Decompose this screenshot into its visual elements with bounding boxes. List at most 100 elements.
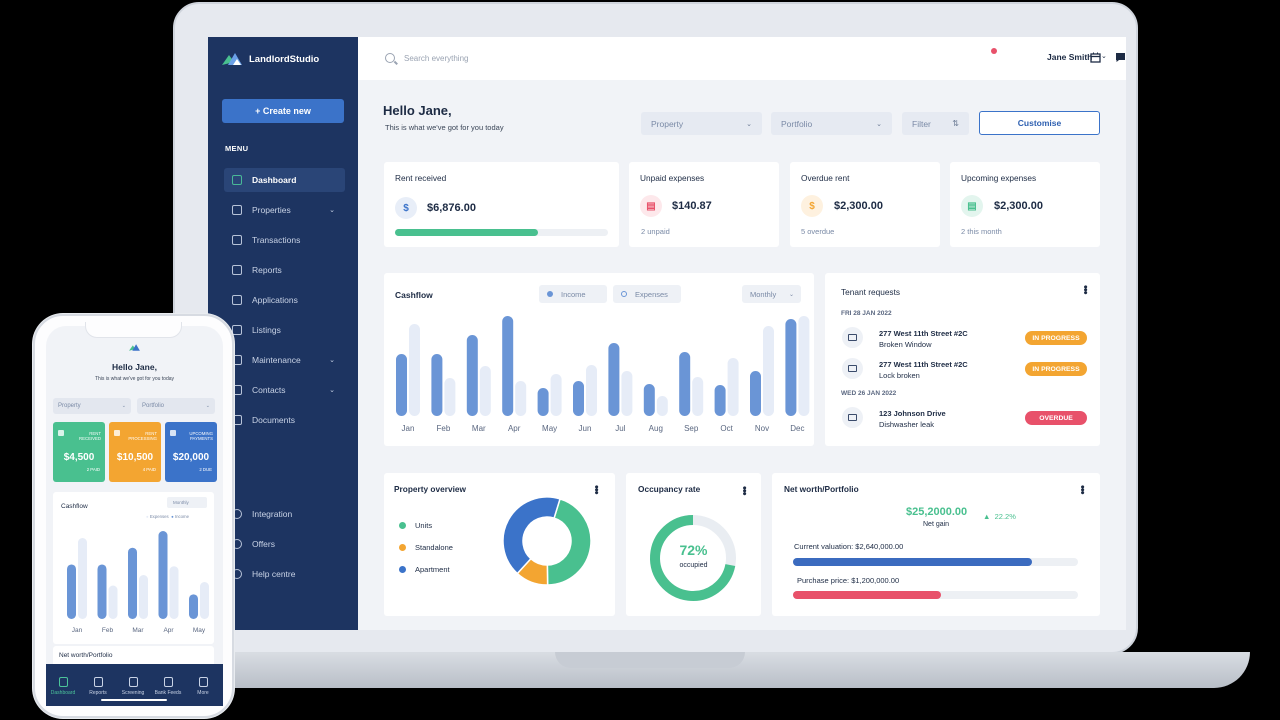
sidebar-item-label: Integration — [252, 509, 293, 519]
phone-portfolio-select[interactable]: Portfolio ⌄ — [137, 398, 215, 414]
phone-period-select[interactable]: Monthly — [167, 497, 207, 508]
sidebar-item-properties[interactable]: Properties ⌄ — [224, 198, 345, 222]
dot-icon: ● — [171, 514, 174, 519]
dot-icon — [399, 544, 406, 551]
calendar-icon[interactable] — [1090, 52, 1101, 63]
chevron-down-icon: ⌄ — [876, 120, 882, 128]
status-badge: IN PROGRESS — [1025, 331, 1087, 345]
bar-expenses-jan — [409, 324, 420, 416]
request-address[interactable]: 123 Johnson Drive — [879, 409, 946, 418]
bar-expenses-apr — [515, 381, 527, 416]
upcoming-expenses-card[interactable]: Upcoming expenses ▤ $2,300.00 2 this mon… — [950, 162, 1100, 247]
phone-tab-bank-feeds[interactable]: Bank Feeds — [153, 677, 183, 696]
sidebar-item-integration[interactable]: Integration — [224, 502, 345, 526]
period-select[interactable]: Monthly ⌄ — [742, 285, 801, 303]
sidebar-item-reports[interactable]: Reports — [224, 258, 345, 282]
sidebar-item-dashboard[interactable]: Dashboard — [224, 168, 345, 192]
phone-tab-screening[interactable]: Screening — [118, 677, 148, 696]
phone-tile-2[interactable]: UPCOMING PAYMENTS $20,000 2 DUE — [165, 422, 217, 482]
more-options-icon[interactable]: ••• — [590, 485, 602, 494]
rent-received-card[interactable]: Rent received $ $6,876.00 — [384, 162, 619, 247]
cashflow-card: Cashflow Income Expenses Monthly ⌄ Jan Feb… — [384, 273, 814, 446]
phone-tile-0[interactable]: RENT RECEIVED $4,500 2 PAID — [53, 422, 105, 482]
sidebar-item-listings[interactable]: Listings — [224, 318, 345, 342]
tile-icon — [58, 430, 64, 436]
dashboard-screen: LandlordStudio + Create new MENU Dashboa… — [208, 37, 1126, 630]
phone-notch — [85, 322, 182, 338]
phone-tab-dashboard[interactable]: Dashboard — [48, 677, 78, 696]
reports-icon — [232, 265, 242, 275]
chevron-down-icon[interactable]: ⌄ — [1101, 53, 1107, 60]
create-new-button[interactable]: + Create new — [222, 99, 344, 123]
sidebar-item-offers[interactable]: Offers — [224, 532, 345, 556]
unpaid-expenses-amount: $140.87 — [672, 200, 712, 212]
bar-income-may — [537, 388, 549, 416]
sidebar-item-contacts[interactable]: Contacts ⌄ — [224, 378, 345, 402]
dot-icon — [399, 522, 406, 529]
coin-icon: $ — [801, 195, 823, 217]
request-date-label: FRI 28 JAN 2022 — [841, 310, 892, 317]
occupancy-value: 72% — [679, 542, 708, 558]
request-address[interactable]: 277 West 11th Street #2C — [879, 360, 968, 369]
x-tick-label: Apr — [508, 424, 521, 433]
x-tick-label: Jun — [579, 424, 592, 433]
sidebar-item-transactions[interactable]: Transactions — [224, 228, 345, 252]
sidebar-item-label: Documents — [252, 415, 295, 425]
purchase-price-fill — [793, 591, 942, 599]
phone-tab-reports[interactable]: Reports — [83, 677, 113, 696]
request-address[interactable]: 277 West 11th Street #2C — [879, 329, 968, 338]
x-tick-label: Oct — [720, 424, 733, 433]
bar-income-jul — [608, 343, 620, 416]
x-tick-label: May — [542, 424, 557, 433]
sidebar-item-help-centre[interactable]: Help centre — [224, 562, 345, 586]
brand-logo[interactable]: LandlordStudio — [222, 51, 319, 67]
current-valuation-fill — [793, 558, 1033, 566]
phone-property-select[interactable]: Property ⌄ — [53, 398, 131, 414]
unpaid-expenses-card[interactable]: Unpaid expenses ▤ $140.87 2 unpaid — [629, 162, 779, 247]
legend-income[interactable]: Income — [539, 285, 607, 303]
x-tick-label: Apr — [163, 627, 174, 634]
legend-label: Units — [415, 521, 433, 530]
more-options-icon[interactable]: ••• — [738, 486, 750, 495]
search-input[interactable] — [404, 50, 604, 66]
receipt-icon: ▤ — [640, 195, 662, 217]
tab-label: Reports — [89, 690, 107, 696]
purchase-price-bar — [793, 591, 1078, 599]
phone-tile-1[interactable]: RENT PROCESSING $10,500 4 PAID — [109, 422, 161, 482]
unpaid-count: 2 unpaid — [641, 227, 670, 236]
x-tick-label: Nov — [755, 424, 769, 433]
bar-expenses-aug — [656, 396, 668, 416]
phone-screen: Hello Jane, This is what we've got for y… — [46, 326, 223, 706]
dollar-icon: $ — [395, 197, 417, 219]
property-select[interactable]: Property ⌄ — [641, 112, 762, 135]
customise-button[interactable]: Customise — [979, 111, 1100, 135]
laptop-notch — [555, 652, 745, 668]
triangle-up-icon: ▲ — [983, 512, 991, 521]
occupancy-ring-fill — [650, 515, 736, 601]
phone-cashflow-title: Cashflow — [61, 503, 88, 510]
sidebar-item-documents[interactable]: Documents — [224, 408, 345, 432]
more-options-icon[interactable]: ••• — [1076, 485, 1088, 494]
user-name[interactable]: Jane Smith — [1047, 52, 1093, 62]
overdue-rent-card[interactable]: Overdue rent $ $2,300.00 5 overdue — [790, 162, 940, 247]
bar-expenses-dec — [798, 316, 810, 416]
legend-expenses[interactable]: Expenses — [613, 285, 681, 303]
filter-button[interactable]: Filter ⇅ — [902, 112, 969, 135]
sidebar-item-label: Help centre — [252, 569, 296, 579]
card-title: Unpaid expenses — [640, 173, 705, 183]
property-select-value: Property — [651, 118, 684, 129]
sidebar-item-applications[interactable]: Applications — [224, 288, 345, 312]
portfolio-select-value: Portfolio — [781, 118, 813, 129]
chat-icon[interactable] — [1115, 52, 1126, 63]
tenant-requests-title: Tenant requests — [841, 287, 901, 297]
portfolio-select[interactable]: Portfolio ⌄ — [771, 112, 892, 135]
bar-expenses-jul — [621, 371, 633, 416]
tile-icon — [170, 430, 176, 436]
home-indicator — [101, 699, 167, 701]
request-description: Broken Window — [879, 340, 932, 349]
phone-tab-more[interactable]: More — [188, 677, 218, 696]
phone-cashflow-chart: Jan Feb Mar Apr May — [67, 531, 209, 634]
more-options-icon[interactable]: ••• — [1079, 285, 1091, 294]
phone-legend-expenses: Expenses — [149, 514, 169, 519]
sidebar-item-maintenance[interactable]: Maintenance ⌄ — [224, 348, 345, 372]
